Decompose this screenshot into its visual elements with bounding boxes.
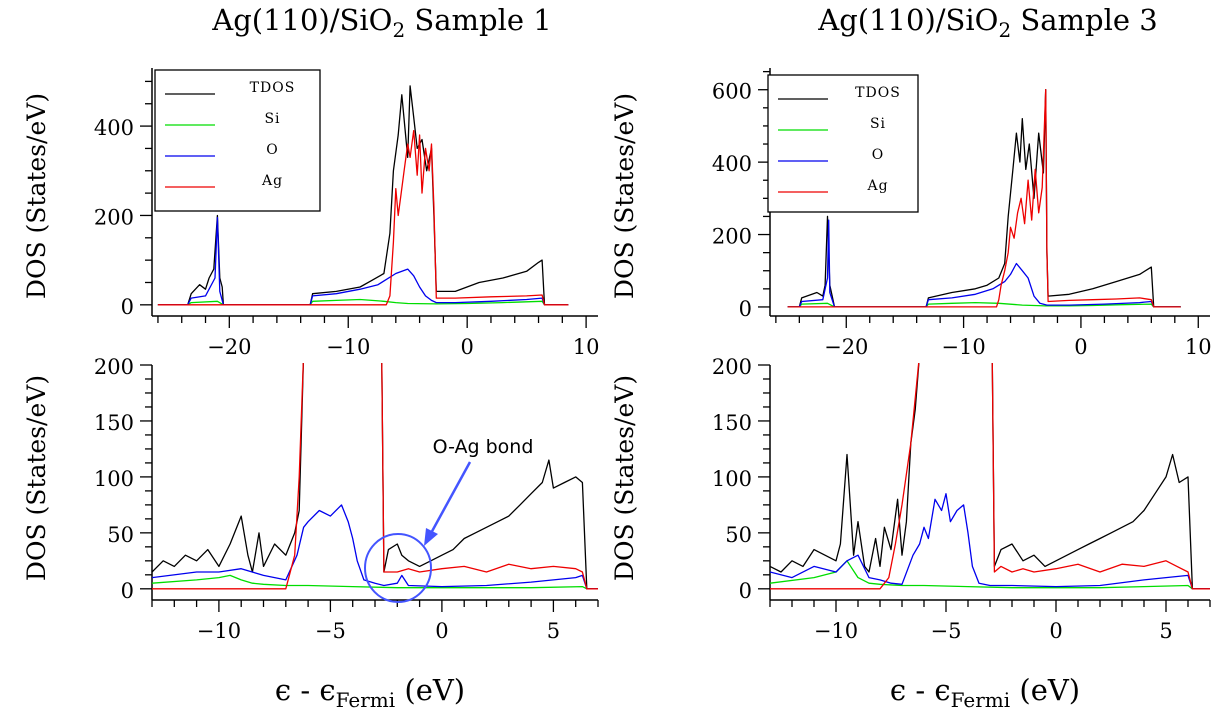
ylabel-bottom-left: DOS (States/eV): [22, 375, 51, 581]
y-tick-label: 0: [121, 579, 134, 603]
y-tick-label: 150: [94, 411, 134, 435]
legend-sample1: TDOS Si O Ag: [154, 69, 321, 212]
legend-sample3: TDOS Si O Ag: [767, 74, 919, 213]
series-line-si: [157, 298, 569, 306]
x-tick-label: −10: [941, 335, 985, 359]
panel-title-right: Ag(110)/SiO2 Sample 3: [817, 3, 1157, 42]
o-ag-bond-annotation: O-Ag bond: [364, 436, 534, 603]
x-tick-label: −20: [824, 335, 868, 359]
series-line-o: [152, 504, 598, 590]
xlabel-right: ϵ - ϵFermi (eV): [890, 673, 1080, 712]
legend-box: [767, 74, 919, 213]
series-line-tdos: [770, 363, 1210, 590]
series-line-si: [770, 560, 1210, 590]
xlabel-left: ϵ - ϵFermi (eV): [275, 673, 465, 712]
annotation-arrow: [428, 461, 472, 536]
legend-label-ag: Ag: [261, 173, 283, 189]
x-tick-label: 10: [573, 335, 600, 359]
legend-label-tdos: TDOS: [250, 80, 296, 96]
y-tick-label: 200: [712, 355, 752, 379]
series-line-si: [152, 574, 598, 590]
ylabel-top-right: DOS (States/eV): [610, 93, 639, 299]
y-tick-label: 100: [94, 467, 134, 491]
legend-label-si: Si: [870, 116, 886, 132]
legend-label-tdos: TDOS: [855, 85, 901, 101]
ylabel-bottom-right: DOS (States/eV): [610, 375, 639, 581]
y-tick-label: 200: [94, 355, 134, 379]
x-tick-label: −5: [315, 619, 346, 643]
y-tick-label: 200: [94, 205, 134, 229]
x-tick-label: −5: [931, 619, 962, 643]
x-tick-label: 5: [1159, 619, 1172, 643]
y-tick-label: 600: [712, 80, 752, 104]
series-line-ag: [152, 363, 598, 590]
ylabel-top-left: DOS (States/eV): [22, 93, 51, 299]
y-tick-label: 0: [739, 297, 752, 321]
x-tick-label: −10: [326, 335, 370, 359]
y-tick-label: 400: [94, 116, 134, 140]
annotation-label: O-Ag bond: [433, 436, 534, 458]
series-line-ag: [157, 129, 569, 306]
x-tick-label: 0: [1074, 335, 1087, 359]
series-line-ag: [787, 89, 1181, 308]
series-line-o: [157, 217, 569, 306]
y-tick-label: 400: [712, 152, 752, 176]
series-line-o: [770, 493, 1210, 590]
x-tick-label: 0: [435, 619, 448, 643]
x-tick-label: −20: [207, 335, 251, 359]
annotation-circle: [364, 533, 432, 603]
series-line-si: [787, 301, 1181, 308]
y-tick-label: 100: [712, 467, 752, 491]
legend-label-ag: Ag: [866, 178, 888, 194]
x-tick-label: 5: [547, 619, 560, 643]
x-tick-label: 10: [1185, 335, 1212, 359]
legend-label-o: O: [872, 147, 884, 163]
y-tick-label: 0: [739, 579, 752, 603]
series-line-o: [787, 219, 1181, 308]
y-tick-label: 50: [107, 523, 134, 547]
y-tick-label: 50: [725, 523, 752, 547]
series-line-ag: [770, 363, 1210, 590]
x-tick-label: 0: [1049, 619, 1062, 643]
series-line-tdos: [787, 89, 1181, 308]
y-tick-label: 0: [121, 295, 134, 319]
y-tick-label: 200: [712, 225, 752, 249]
annotation-arrowhead: [424, 528, 438, 546]
x-tick-label: 0: [460, 335, 473, 359]
panel-title-left: Ag(110)/SiO2 Sample 1: [211, 3, 551, 42]
x-tick-label: −10: [197, 619, 241, 643]
series-line-tdos: [157, 85, 569, 306]
legend-label-o: O: [266, 142, 278, 158]
x-tick-label: −10: [814, 619, 858, 643]
series-line-tdos: [152, 363, 598, 590]
legend-label-si: Si: [264, 111, 280, 127]
y-tick-label: 150: [712, 411, 752, 435]
